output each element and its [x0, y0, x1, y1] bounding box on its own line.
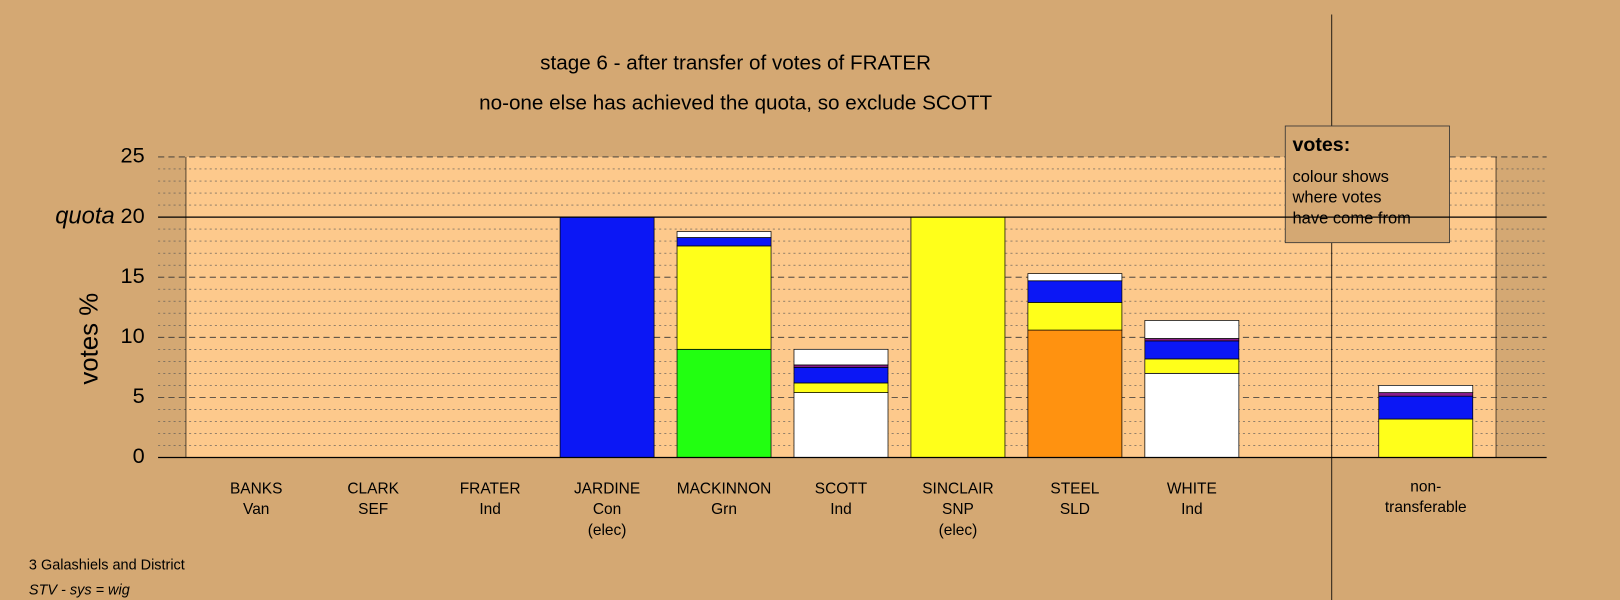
x-tick-label: Ind [830, 501, 852, 518]
x-tick-label: transferable [1385, 499, 1467, 516]
bar-segment [793, 382, 889, 393]
x-tick-label: Ind [1181, 501, 1203, 518]
bar-segment [1378, 395, 1474, 420]
x-tick-label: SCOTT [815, 481, 868, 498]
x-tick-label: non- [1410, 479, 1441, 496]
footnote: 3 Galashiels and District [29, 558, 185, 574]
x-tick-label: FRATER [460, 481, 521, 498]
bar-segment [910, 216, 1006, 458]
legend-title: votes: [1292, 134, 1350, 156]
bar-segment [1027, 280, 1123, 303]
x-tick-label: Con [593, 501, 621, 518]
bar-segment [676, 237, 772, 247]
x-tick-label: SLD [1060, 501, 1090, 518]
bar-segment [1027, 273, 1123, 282]
bar-segment [793, 348, 889, 366]
legend-text: have come from [1292, 208, 1410, 227]
chart-title: stage 6 - after transfer of votes of FRA… [540, 51, 931, 74]
bar-segment [1027, 302, 1123, 331]
y-tick-label: 20 [121, 203, 145, 228]
bar-segment [559, 216, 655, 458]
x-tick-label: Ind [479, 501, 501, 518]
bar-segment [1144, 372, 1240, 458]
bar-segment [676, 245, 772, 350]
x-tick-label: BANKS [230, 481, 283, 498]
y-tick-label: 25 [121, 143, 145, 168]
bar-segment [1378, 385, 1474, 393]
x-tick-label: SEF [358, 501, 388, 518]
bar-segment [1378, 392, 1474, 397]
x-tick-label: (elec) [939, 522, 978, 539]
bar-segment [793, 366, 889, 384]
x-tick-label: WHITE [1167, 481, 1217, 498]
bar-segment [1144, 340, 1240, 360]
legend-text: colour shows [1292, 167, 1388, 186]
x-tick-label: CLARK [347, 481, 399, 498]
legend-text: where votes [1291, 188, 1381, 207]
chart-subtitle: no-one else has achieved the quota, so e… [479, 92, 992, 115]
x-tick-label: MACKINNON [677, 481, 772, 498]
bar-segment [1378, 418, 1474, 458]
bar-segment [676, 348, 772, 458]
bar-segment [1144, 358, 1240, 374]
x-tick-label: SNP [942, 501, 974, 518]
legend: votes: colour shows where votes have com… [1284, 125, 1450, 244]
bar-segment [676, 231, 772, 238]
legend-box [1284, 125, 1450, 244]
bar-segment [1144, 320, 1240, 339]
footnote: STV - sys = wig [29, 583, 130, 599]
quota-label: quota [55, 202, 114, 229]
y-axis-label: votes % [76, 293, 104, 385]
y-tick-label: 10 [121, 323, 145, 348]
x-tick-label: JARDINE [574, 481, 640, 498]
y-tick-label: 15 [121, 263, 145, 288]
bar-segment [793, 392, 889, 458]
bar-segment [1027, 329, 1123, 458]
x-tick-label: (elec) [588, 522, 627, 539]
x-tick-label: SINCLAIR [922, 481, 993, 498]
x-tick-label: STEEL [1050, 481, 1099, 498]
x-tick-label: Grn [711, 501, 737, 518]
x-tick-label: Van [243, 501, 269, 518]
y-tick-label: 5 [133, 383, 145, 408]
y-tick-label: 0 [133, 443, 145, 468]
